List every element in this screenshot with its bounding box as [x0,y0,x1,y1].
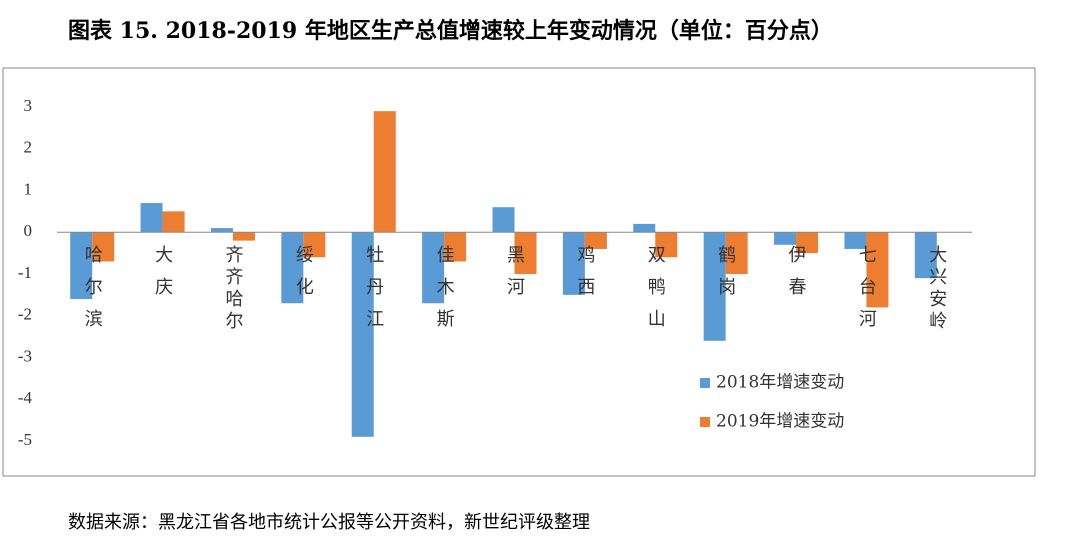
legend-label: 2018年增速变动 [716,373,844,393]
bar [514,232,537,274]
x-tick-label: 七台河 [856,245,877,341]
x-tick-label: 鹤岗 [715,245,736,309]
bar [162,211,185,233]
bar [796,232,819,254]
y-tick-label: 3 [24,96,33,115]
bar [422,232,445,304]
x-tick-label: 双鸭山 [645,245,666,341]
x-tick-label: 齐齐哈尔 [222,245,243,333]
y-tick-label: -4 [18,388,33,407]
bar [914,232,937,279]
bar [866,232,889,308]
x-tick-label: 绥化 [293,245,314,309]
x-tick-label: 大兴安岭 [926,245,947,333]
y-tick-label: -1 [18,263,32,282]
x-tick-label: 佳木斯 [434,245,455,341]
chart-frame [2,67,1036,477]
bar [584,232,607,249]
legend-label: 2019年增速变动 [716,412,844,432]
x-tick-label: 哈尔滨 [82,245,103,341]
bar [351,232,374,437]
x-tick-label: 鸡西 [574,245,595,309]
x-tick-label: 大庆 [152,245,173,309]
bar [844,232,867,249]
bar [373,111,396,233]
source-note: 数据来源：黑龙江省各地市统计公报等公开资料，新世纪评级整理 [68,512,590,533]
bar [633,223,656,233]
bar [562,232,585,295]
bar [232,232,255,241]
bar [444,232,467,262]
bar [774,232,797,245]
y-tick-label: 0 [24,221,33,240]
legend-swatch [700,417,710,427]
bar [281,232,304,304]
bar [210,228,233,233]
bar [92,232,115,262]
y-tick-label: -2 [18,305,32,324]
bar [655,232,678,258]
y-tick-label: 2 [24,138,33,157]
bar [70,232,93,300]
x-tick-label: 牡丹江 [363,245,384,341]
y-tick-label: 1 [24,179,33,198]
x-tick-label: 伊春 [786,245,807,309]
bar [140,203,163,233]
bar [492,207,515,233]
bar [725,232,748,274]
y-tick-label: -3 [18,346,32,365]
y-tick-label: -5 [18,430,32,449]
chart-title: 图表 15. 2018-2019 年地区生产总值增速较上年变动情况（单位：百分点… [68,18,833,44]
x-tick-label: 黑河 [504,245,525,309]
bar [303,232,326,258]
bar [703,232,726,341]
legend-swatch [700,378,710,388]
